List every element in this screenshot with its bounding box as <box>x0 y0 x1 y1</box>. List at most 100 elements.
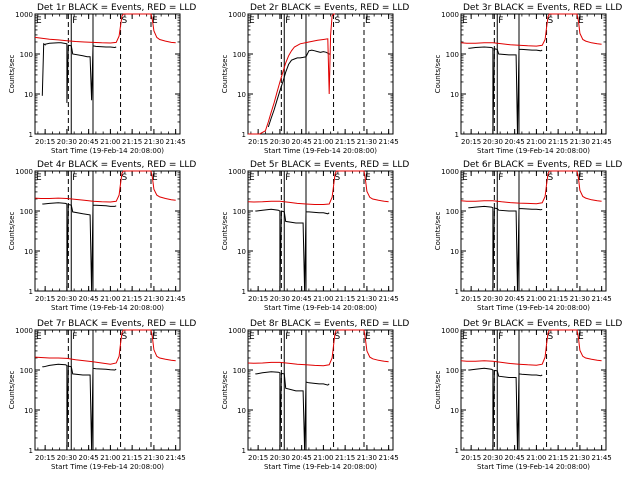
lld-series-line <box>34 13 176 44</box>
x-tick-label: 20:30 <box>270 295 290 303</box>
x-tick-label: 20:15 <box>35 295 55 303</box>
marker-label: F <box>285 16 290 26</box>
x-axis-label: Start Time (19-Feb-14 20:08:00) <box>477 463 590 471</box>
lld-series-line <box>34 329 176 365</box>
x-tick-label: 21:30 <box>357 138 377 146</box>
panel-title: Det 3r BLACK = Events, RED = LLD <box>463 3 622 13</box>
x-tick-label: 21:00 <box>100 454 120 462</box>
y-axis-label: Counts/sec <box>434 55 442 94</box>
y-tick-label: 100 <box>446 367 459 375</box>
y-axis-label: Counts/sec <box>8 55 16 94</box>
y-tick-label: 1 <box>29 447 33 455</box>
x-tick-label: 21:30 <box>144 138 164 146</box>
y-tick-label: 1 <box>242 131 246 139</box>
x-axis-label: Start Time (19-Feb-14 20:08:00) <box>264 304 377 312</box>
y-tick-label: 1 <box>455 447 459 455</box>
y-tick-label: 1000 <box>441 168 459 176</box>
x-tick-label: 21:45 <box>592 138 612 146</box>
x-tick-label: 21:00 <box>313 138 333 146</box>
x-tick-label: 20:15 <box>461 138 481 146</box>
panel-5: Det 5r BLACK = Events, RED = LLD 1 10 100 10… <box>221 160 409 312</box>
x-tick-label: 21:00 <box>100 138 120 146</box>
marker-label: S <box>335 173 341 183</box>
plot-frame <box>34 170 181 292</box>
x-tick-label: 20:15 <box>248 454 268 462</box>
marker-label: F <box>285 332 290 342</box>
panel-title: Det 1r BLACK = Events, RED = LLD <box>37 3 196 13</box>
x-tick-label: 20:45 <box>79 138 99 146</box>
x-tick-label: 21:45 <box>379 295 399 303</box>
x-tick-label: 21:00 <box>313 295 333 303</box>
marker-label: E <box>152 173 158 183</box>
x-tick-label: 20:30 <box>483 138 503 146</box>
y-axis-label: Counts/sec <box>434 212 442 251</box>
y-tick-label: 1000 <box>228 11 246 19</box>
plot-frame <box>247 170 394 292</box>
events-series-line <box>255 371 330 451</box>
x-tick-label: 20:45 <box>292 454 312 462</box>
y-axis-label: Counts/sec <box>221 212 229 251</box>
x-tick-label: 21:30 <box>357 295 377 303</box>
x-tick-label: 21:15 <box>548 295 568 303</box>
y-axis-label: Counts/sec <box>221 371 229 410</box>
plot-frame <box>34 13 181 135</box>
y-axis-label: Counts/sec <box>8 212 16 251</box>
y-tick-label: 10 <box>450 407 459 415</box>
x-tick-label: 21:15 <box>122 295 142 303</box>
panel-title: Det 7r BLACK = Events, RED = LLD <box>37 319 196 329</box>
marker-label: E <box>152 16 158 26</box>
panel-9: Det 9r BLACK = Events, RED = LLD 1 10 100 10… <box>434 319 622 471</box>
marker-label: F <box>72 332 77 342</box>
x-tick-label: 21:00 <box>526 454 546 462</box>
x-tick-label: 21:45 <box>379 454 399 462</box>
x-tick-label: 20:45 <box>505 454 525 462</box>
marker-label: S <box>122 332 128 342</box>
lld-series-line <box>248 13 335 135</box>
x-tick-label: 20:45 <box>292 295 312 303</box>
x-tick-label: 20:15 <box>461 454 481 462</box>
marker-label: S <box>548 332 554 342</box>
y-tick-label: 100 <box>233 51 246 59</box>
marker-label: S <box>122 16 128 26</box>
panel-1: Det 1r BLACK = Events, RED = LLD 1 10 100 10… <box>8 3 196 155</box>
y-tick-label: 10 <box>24 407 33 415</box>
panel-4: Det 4r BLACK = Events, RED = LLD 1 10 100 10… <box>8 160 196 312</box>
x-tick-label: 21:00 <box>100 295 120 303</box>
y-tick-label: 1000 <box>441 327 459 335</box>
plot-frame <box>460 170 607 292</box>
x-tick-label: 21:45 <box>166 295 186 303</box>
y-tick-label: 10 <box>237 248 246 256</box>
events-series-line <box>42 363 117 451</box>
panel-7: Det 7r BLACK = Events, RED = LLD 1 10 100 10… <box>8 319 196 471</box>
x-axis-label: Start Time (19-Feb-14 20:08:00) <box>51 147 164 155</box>
x-tick-label: 21:45 <box>166 454 186 462</box>
x-tick-label: 20:15 <box>461 295 481 303</box>
marker-label: S <box>335 332 341 342</box>
marker-label: E <box>462 16 468 26</box>
y-tick-label: 100 <box>446 51 459 59</box>
x-tick-label: 21:30 <box>144 295 164 303</box>
events-series-line <box>42 202 117 292</box>
x-tick-label: 20:45 <box>505 295 525 303</box>
y-tick-label: 1000 <box>228 168 246 176</box>
x-tick-label: 21:00 <box>526 295 546 303</box>
lld-series-line <box>34 170 176 203</box>
x-tick-label: 20:45 <box>505 138 525 146</box>
x-tick-label: 20:30 <box>483 295 503 303</box>
y-tick-label: 1000 <box>15 11 33 19</box>
marker-label: E <box>152 332 158 342</box>
events-series-line <box>267 49 331 128</box>
y-tick-label: 1000 <box>15 168 33 176</box>
y-tick-label: 10 <box>24 91 33 99</box>
x-tick-label: 21:15 <box>122 454 142 462</box>
x-tick-label: 20:30 <box>270 138 290 146</box>
x-axis-label: Start Time (19-Feb-14 20:08:00) <box>477 304 590 312</box>
x-tick-label: 20:15 <box>248 295 268 303</box>
y-tick-label: 10 <box>237 407 246 415</box>
x-tick-label: 21:30 <box>570 454 590 462</box>
marker-label: F <box>285 173 290 183</box>
marker-label: E <box>36 332 42 342</box>
lld-series-line <box>247 329 389 367</box>
x-tick-label: 20:30 <box>57 138 77 146</box>
x-tick-label: 21:15 <box>335 138 355 146</box>
